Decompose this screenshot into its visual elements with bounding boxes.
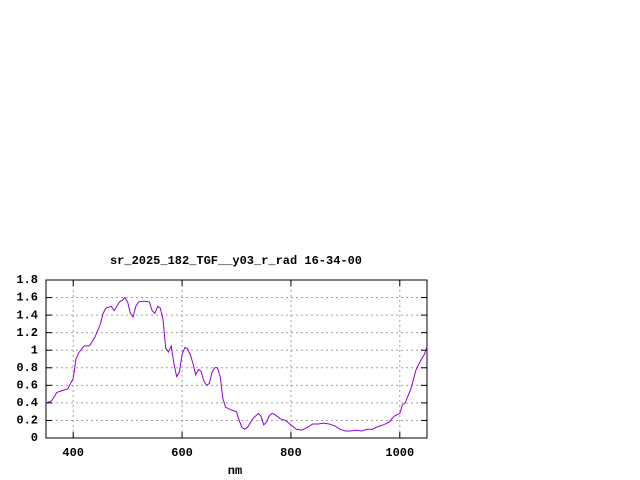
y-tick-label: 0.6 bbox=[16, 379, 38, 393]
plot-border bbox=[45, 279, 428, 439]
x-tick-label: 800 bbox=[280, 446, 302, 460]
x-tick-label: 400 bbox=[62, 446, 84, 460]
chart-title: sr_2025_182_TGF__y03_r_rad 16-34-00 bbox=[110, 254, 362, 268]
y-tick-label: 0.2 bbox=[16, 414, 38, 428]
y-tick-label: 0.8 bbox=[16, 361, 38, 375]
x-tick-label: 600 bbox=[171, 446, 193, 460]
y-tick-label: 1.6 bbox=[16, 291, 38, 305]
y-tick-label: 0.4 bbox=[16, 396, 38, 410]
y-tick-label: 0 bbox=[31, 431, 38, 445]
data-line bbox=[45, 296, 428, 432]
x-tick-label: 1000 bbox=[385, 446, 414, 460]
y-tick-label: 1.8 bbox=[16, 273, 38, 287]
y-tick-label: 1 bbox=[31, 343, 38, 357]
x-axis-label: nm bbox=[228, 464, 242, 478]
y-tick-label: 1.2 bbox=[16, 326, 38, 340]
y-tick-label: 1.4 bbox=[16, 308, 38, 322]
